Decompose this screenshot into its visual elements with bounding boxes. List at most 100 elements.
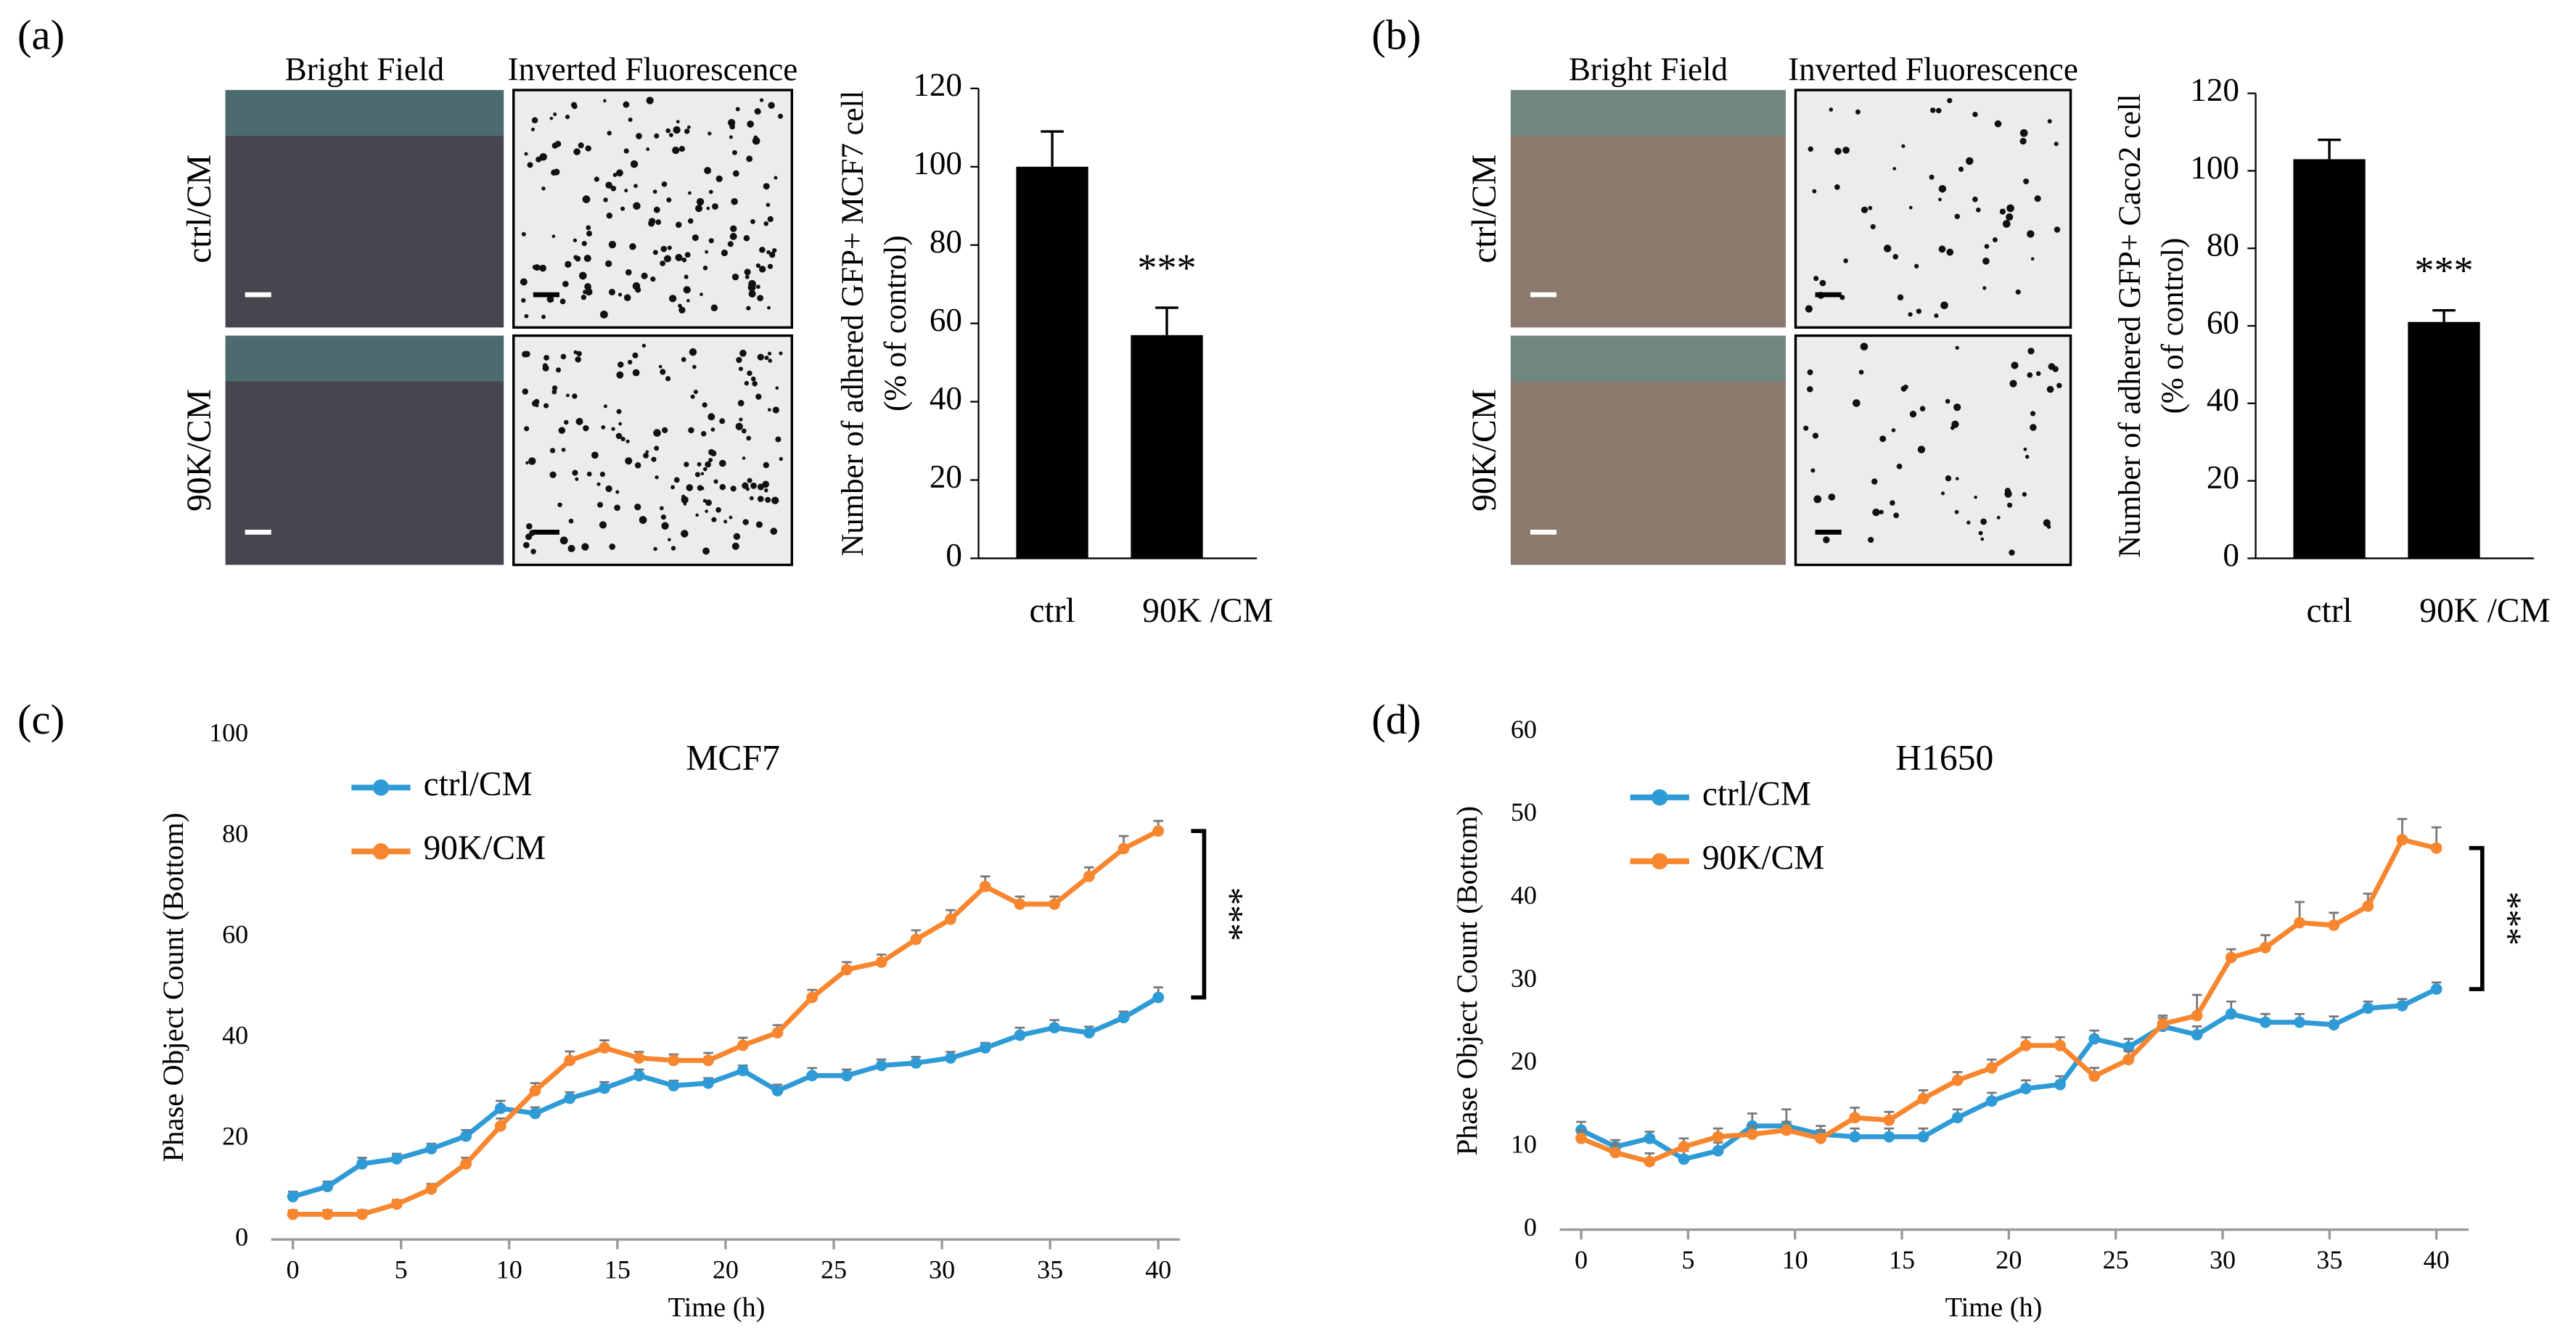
data-point	[668, 1054, 680, 1067]
data-point	[806, 991, 819, 1004]
cell-dot	[748, 279, 756, 288]
chart-title: H1650	[1895, 738, 1993, 778]
cell-dot	[1860, 343, 1869, 350]
column-header-box: Inverted Fluorescence	[508, 52, 798, 89]
x-tick-label: 30	[2210, 1245, 2236, 1274]
bright-field-image	[225, 335, 504, 565]
cell-dot	[705, 499, 712, 507]
cell-dot	[1819, 279, 1826, 287]
cell-dot	[605, 181, 612, 189]
cell-dot	[2035, 371, 2041, 377]
cell-dot	[541, 186, 546, 191]
cell-dot	[1896, 463, 1903, 469]
x-tick-label: 30	[929, 1255, 955, 1284]
cell-dot	[522, 541, 530, 549]
cell-dot	[1897, 294, 1904, 301]
cell-dot	[732, 149, 737, 155]
cell-dot	[527, 162, 533, 168]
series-line	[1580, 986, 2438, 1162]
cell-dot	[618, 292, 623, 297]
panel-label: (a)	[17, 12, 65, 59]
cell-dot	[2056, 382, 2062, 389]
y-tick-label: 0	[946, 537, 962, 573]
cell-dot	[615, 490, 620, 494]
cell-dot	[586, 230, 593, 237]
cell-dot	[1890, 500, 1895, 506]
cell-dot	[768, 102, 775, 109]
cell-dot	[1916, 308, 1921, 314]
cell-dot	[1828, 493, 1836, 501]
data-point	[2396, 999, 2408, 1012]
cell-dot	[594, 176, 599, 182]
data-point	[425, 1183, 438, 1195]
cell-dot	[634, 462, 641, 469]
data-point	[1678, 1141, 1690, 1153]
cell-dot	[599, 472, 605, 477]
cell-dot	[654, 133, 660, 139]
significance: ***	[2489, 892, 2529, 946]
cell-dot	[599, 521, 607, 529]
cell-dot	[772, 247, 777, 253]
cell-dot	[705, 461, 711, 468]
data-point	[2294, 1016, 2305, 1028]
cell-dot	[739, 349, 747, 357]
bar	[1131, 335, 1203, 559]
data-point	[2088, 1033, 2101, 1045]
legend-marker	[372, 779, 390, 796]
legend-label: 90K/CM	[424, 829, 546, 867]
cell-dot	[719, 459, 726, 467]
cell-dot	[603, 197, 608, 202]
cell-dot	[683, 286, 691, 294]
cell-dot	[764, 356, 769, 361]
data-point	[1609, 1147, 1622, 1159]
cell-dot	[686, 125, 691, 129]
cell-dot	[1903, 384, 1908, 390]
cell-dot	[707, 413, 715, 421]
row-label: 90K/CM	[1466, 389, 1504, 511]
cell-dot	[1938, 245, 1946, 253]
cell-dot	[767, 216, 774, 223]
cell-dot	[756, 284, 760, 290]
x-tick-label: 90K /CM	[2419, 592, 2550, 630]
cell-dot	[648, 220, 655, 227]
cell-dot	[1861, 206, 1869, 213]
cell-dot	[695, 513, 699, 517]
cell-dot	[736, 356, 742, 364]
cell-dot	[684, 252, 691, 258]
cell-dot	[521, 231, 526, 237]
cell-dot	[599, 310, 608, 319]
cell-dot	[623, 101, 630, 108]
data-point	[460, 1157, 472, 1170]
x-tick-label: 0	[287, 1255, 300, 1284]
bright-field-image	[1510, 90, 1786, 328]
row-label: ctrl/CM	[181, 155, 218, 263]
cell-dot	[565, 261, 572, 268]
column-header-box: Bright Field	[285, 52, 444, 89]
cell-dot	[775, 386, 779, 390]
cell-dot	[1813, 276, 1819, 282]
cell-dot	[521, 298, 526, 303]
cell-dot	[771, 496, 779, 504]
cell-dot	[575, 477, 579, 481]
cell-dot	[630, 160, 639, 168]
cell-dot	[723, 520, 728, 524]
cell-dot	[625, 439, 630, 443]
cell-dot	[623, 148, 629, 154]
cell-dot	[616, 409, 622, 414]
cell-dot	[652, 250, 658, 255]
data-point	[633, 1052, 645, 1064]
cell-dot	[759, 98, 764, 102]
cell-dot	[572, 469, 578, 476]
cell-dot	[658, 364, 663, 369]
cell-dot	[715, 175, 723, 183]
data-point	[1083, 870, 1095, 882]
cell-dot	[1843, 258, 1848, 263]
data-point	[2191, 1029, 2203, 1041]
cell-dot	[2047, 119, 2052, 124]
cell-dot	[603, 404, 607, 409]
data-point	[841, 964, 853, 976]
cell-dot	[606, 212, 613, 219]
cell-dot	[2022, 492, 2027, 497]
cell-dot	[1879, 435, 1887, 443]
cell-dot	[520, 278, 528, 286]
